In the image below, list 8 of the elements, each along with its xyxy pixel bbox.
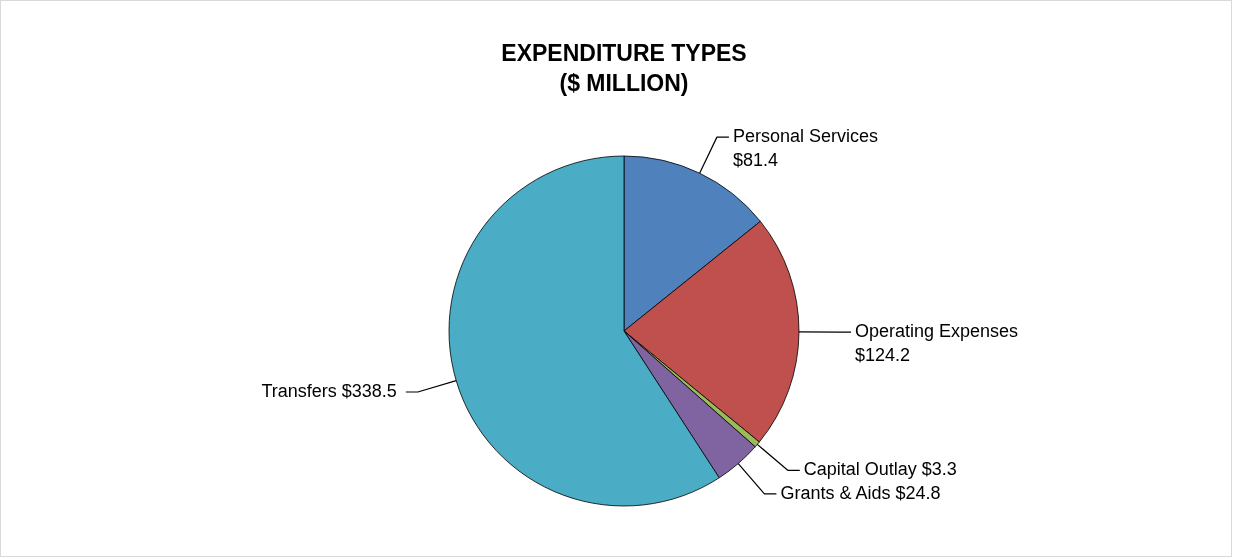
slice-label: Operating Expenses bbox=[855, 321, 1019, 342]
slice-label: Capital Outlay $3.3 bbox=[803, 459, 957, 480]
slice-label: Grants & Aids $24.8 bbox=[780, 482, 941, 503]
slice-label: Transfers $338.5 bbox=[261, 381, 397, 401]
data-label: $124.2 bbox=[855, 345, 911, 366]
chart-title: EXPENDITURE TYPES ($ MILLION) bbox=[501, 40, 747, 96]
slice-label: Personal Services bbox=[732, 126, 878, 147]
data-label: $81.4 bbox=[732, 150, 778, 171]
